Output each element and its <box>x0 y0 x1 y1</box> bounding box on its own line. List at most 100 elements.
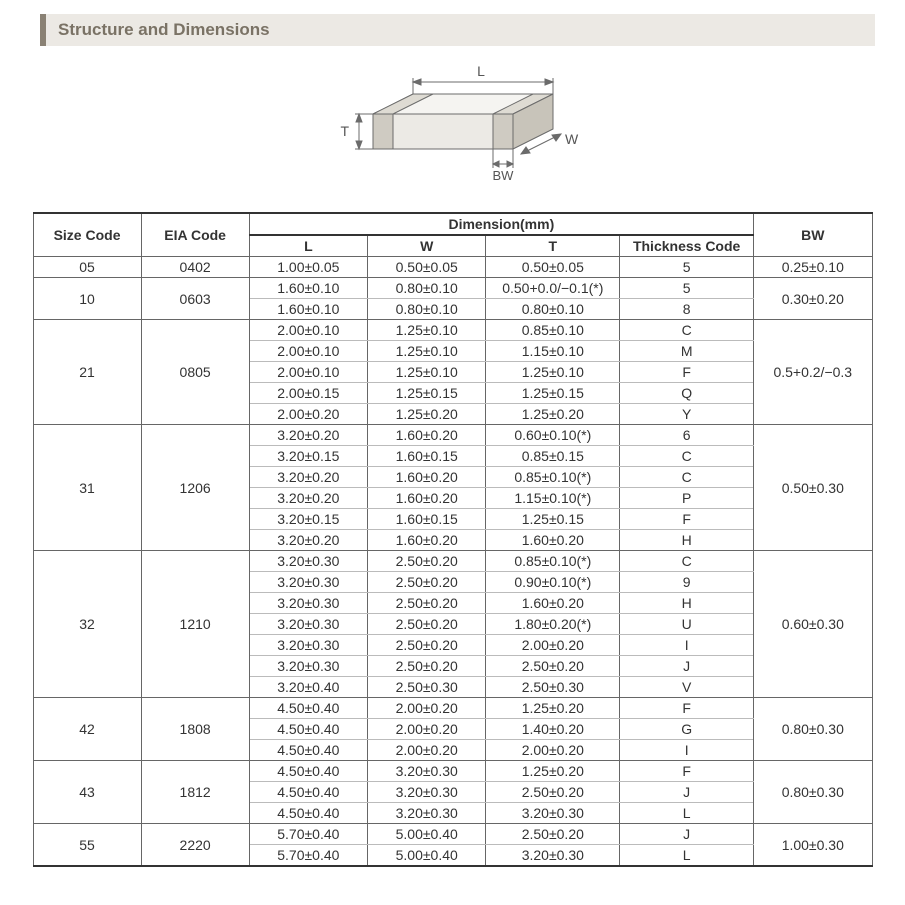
cell-W: 1.60±0.20 <box>368 530 486 551</box>
cell-thick: F <box>620 509 754 530</box>
cell-L: 1.60±0.10 <box>249 299 367 320</box>
cell-thick: 5 <box>620 257 754 278</box>
cell-L: 2.00±0.10 <box>249 341 367 362</box>
cell-size: 05 <box>33 257 141 278</box>
cell-W: 1.60±0.20 <box>368 488 486 509</box>
cell-size: 43 <box>33 761 141 824</box>
cell-thick: Q <box>620 383 754 404</box>
cell-L: 4.50±0.40 <box>249 782 367 803</box>
cell-T: 0.60±0.10(*) <box>486 425 620 446</box>
cell-T: 1.25±0.20 <box>486 761 620 782</box>
table-row: 5522205.70±0.405.00±0.402.50±0.20J1.00±0… <box>33 824 872 845</box>
cell-W: 1.60±0.20 <box>368 425 486 446</box>
cell-thick: C <box>620 446 754 467</box>
cell-thick: 6 <box>620 425 754 446</box>
table-row: 4218084.50±0.402.00±0.201.25±0.20F0.80±0… <box>33 698 872 719</box>
cell-T: 1.60±0.20 <box>486 593 620 614</box>
col-thickness: Thickness Code <box>620 235 754 257</box>
cell-bw: 1.00±0.30 <box>754 824 872 867</box>
cell-L: 5.70±0.40 <box>249 845 367 867</box>
cell-W: 3.20±0.30 <box>368 782 486 803</box>
cell-L: 2.00±0.10 <box>249 320 367 341</box>
cell-W: 1.60±0.20 <box>368 467 486 488</box>
cell-thick: V <box>620 677 754 698</box>
cell-thick: G <box>620 719 754 740</box>
cell-W: 1.25±0.10 <box>368 341 486 362</box>
cell-W: 1.60±0.15 <box>368 509 486 530</box>
cell-thick: J <box>620 656 754 677</box>
cell-T: 1.15±0.10 <box>486 341 620 362</box>
cell-thick: 8 <box>620 299 754 320</box>
cell-T: 0.85±0.10(*) <box>486 551 620 572</box>
cell-size: 42 <box>33 698 141 761</box>
col-dimension: Dimension(mm) <box>249 213 753 235</box>
cell-L: 3.20±0.30 <box>249 593 367 614</box>
cell-L: 3.20±0.20 <box>249 425 367 446</box>
cell-thick: H <box>620 593 754 614</box>
cell-thick: L <box>620 803 754 824</box>
cell-thick: F <box>620 362 754 383</box>
cell-W: 1.25±0.10 <box>368 320 486 341</box>
cell-L: 1.00±0.05 <box>249 257 367 278</box>
cell-thick: 9 <box>620 572 754 593</box>
cell-W: 2.50±0.20 <box>368 614 486 635</box>
cell-thick: J <box>620 782 754 803</box>
cell-thick: F <box>620 761 754 782</box>
cell-T: 0.85±0.15 <box>486 446 620 467</box>
cell-thick: L <box>620 845 754 867</box>
cell-W: 3.20±0.30 <box>368 803 486 824</box>
diagram-label-T: T <box>340 123 349 139</box>
cell-W: 5.00±0.40 <box>368 845 486 867</box>
cell-thick: C <box>620 467 754 488</box>
cell-L: 4.50±0.40 <box>249 719 367 740</box>
cell-size: 10 <box>33 278 141 320</box>
col-T: T <box>486 235 620 257</box>
cell-L: 3.20±0.30 <box>249 614 367 635</box>
cell-L: 5.70±0.40 <box>249 824 367 845</box>
cell-size: 55 <box>33 824 141 867</box>
table-body: 0504021.00±0.050.50±0.050.50±0.0550.25±0… <box>33 257 872 867</box>
cell-eia: 1210 <box>141 551 249 698</box>
cell-T: 2.50±0.30 <box>486 677 620 698</box>
cell-W: 0.80±0.10 <box>368 278 486 299</box>
cell-L: 3.20±0.15 <box>249 509 367 530</box>
cell-T: 3.20±0.30 <box>486 803 620 824</box>
cell-eia: 0402 <box>141 257 249 278</box>
cell-T: 1.25±0.15 <box>486 509 620 530</box>
cell-W: 2.50±0.20 <box>368 572 486 593</box>
cell-bw: 0.50±0.30 <box>754 425 872 551</box>
cell-T: 0.50+0.0/−0.1(*) <box>486 278 620 299</box>
cell-W: 2.00±0.20 <box>368 698 486 719</box>
cell-thick: M <box>620 341 754 362</box>
cell-W: 1.25±0.10 <box>368 362 486 383</box>
cell-size: 32 <box>33 551 141 698</box>
table-row: 3212103.20±0.302.50±0.200.85±0.10(*)C0.6… <box>33 551 872 572</box>
table-row: 2108052.00±0.101.25±0.100.85±0.10C0.5+0.… <box>33 320 872 341</box>
cell-W: 1.60±0.15 <box>368 446 486 467</box>
table-row: 3112063.20±0.201.60±0.200.60±0.10(*)60.5… <box>33 425 872 446</box>
cell-T: 0.90±0.10(*) <box>486 572 620 593</box>
table-row: 1006031.60±0.100.80±0.100.50+0.0/−0.1(*)… <box>33 278 872 299</box>
cell-L: 4.50±0.40 <box>249 761 367 782</box>
cell-bw: 0.5+0.2/−0.3 <box>754 320 872 425</box>
diagram-label-W: W <box>565 131 579 147</box>
cell-T: 2.50±0.20 <box>486 656 620 677</box>
table-row: 4318124.50±0.403.20±0.301.25±0.20F0.80±0… <box>33 761 872 782</box>
cell-eia: 1808 <box>141 698 249 761</box>
cell-L: 3.20±0.20 <box>249 488 367 509</box>
cell-L: 2.00±0.20 <box>249 404 367 425</box>
cell-T: 0.85±0.10 <box>486 320 620 341</box>
cell-L: 2.00±0.15 <box>249 383 367 404</box>
cell-eia: 1206 <box>141 425 249 551</box>
cell-W: 2.50±0.30 <box>368 677 486 698</box>
cell-thick: I <box>620 635 754 656</box>
dimensions-table: Size Code EIA Code Dimension(mm) BW L W … <box>33 212 873 867</box>
cell-T: 0.50±0.05 <box>486 257 620 278</box>
col-W: W <box>368 235 486 257</box>
cell-W: 2.00±0.20 <box>368 740 486 761</box>
cell-thick: I <box>620 740 754 761</box>
cell-T: 2.00±0.20 <box>486 740 620 761</box>
dimension-diagram: L T W BW <box>313 54 593 204</box>
cell-bw: 0.25±0.10 <box>754 257 872 278</box>
col-L: L <box>249 235 367 257</box>
